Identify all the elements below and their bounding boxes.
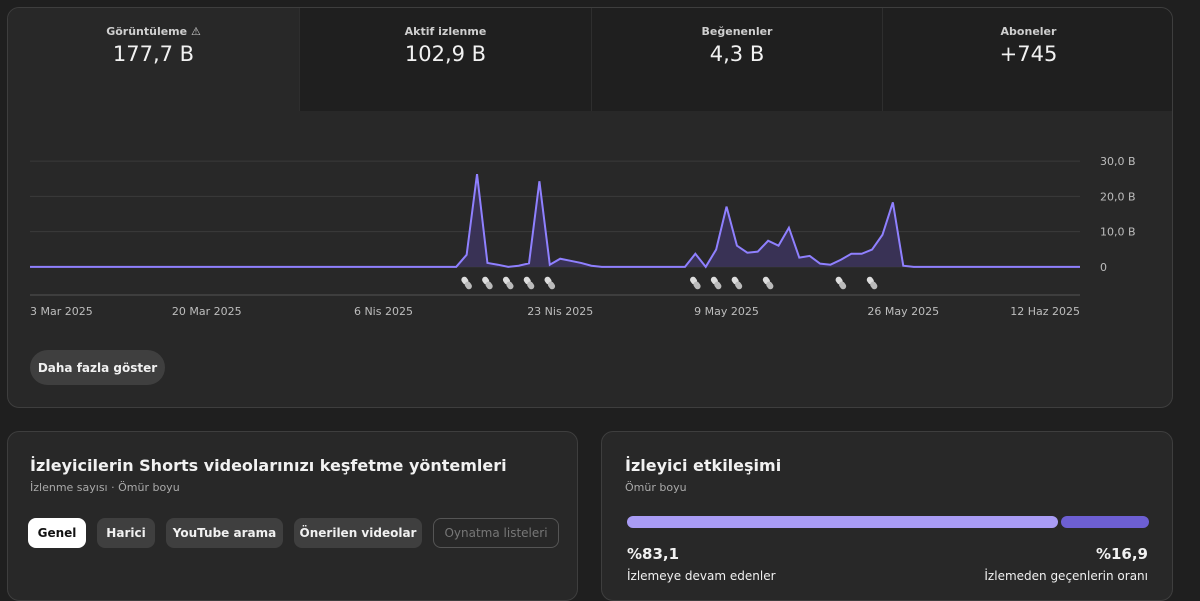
filter-chip[interactable]: YouTube arama [166, 518, 283, 548]
shorts-icon [693, 281, 701, 290]
engagement-segment [627, 516, 1059, 528]
y-tick-label: 0 [1100, 261, 1107, 274]
shorts-icon [735, 281, 743, 290]
upload-marker [482, 276, 493, 290]
engagement-segment [1061, 516, 1149, 528]
overview-card: Görüntüleme ⚠ 177,7 B Aktif izlenme 102,9 … [7, 7, 1173, 408]
x-tick-label: 6 Nis 2025 [354, 305, 413, 318]
upload-marker [690, 276, 701, 290]
shorts-icon [506, 281, 514, 290]
shorts-icon [464, 281, 472, 290]
value-label: %16,9 [1095, 545, 1148, 563]
x-tick-label: 23 Nis 2025 [527, 305, 593, 318]
x-tick-label: 12 Haz 2025 [1010, 305, 1080, 318]
x-tick-label: 3 Mar 2025 [30, 305, 93, 318]
engagement-card: İzleyici etkileşimi Ömür boyu %83,1 İzle… [601, 431, 1173, 601]
metric-label: Aboneler [1000, 25, 1057, 38]
shorts-icon [714, 281, 722, 290]
shorts-icon [766, 281, 774, 290]
bar-label: İzlemeye devam edenler [627, 569, 776, 583]
shorts-icon [527, 281, 535, 290]
x-tick-label: 20 Mar 2025 [172, 305, 242, 318]
shorts-icon [839, 281, 847, 290]
metric-tab[interactable]: Aboneler +745 [882, 8, 1172, 111]
filter-chip[interactable]: Harici [97, 518, 155, 548]
discovery-card: İzleyicilerin Shorts videolarınızı keşfe… [7, 431, 578, 601]
metric-label: Görüntüleme ⚠ [106, 25, 201, 38]
bar-label: İzlemeden geçenlerin oranı [984, 569, 1148, 583]
chart: 0 10,0 B 20,0 B 30,0 B 3 Mar 2025 20 Mar 2025… [30, 155, 1136, 318]
value-label: %83,1 [627, 545, 680, 563]
page: Görüntüleme ⚠ 177,7 B Aktif izlenme 102,9 … [7, 7, 1173, 601]
area [30, 174, 1080, 267]
x-tick-label: 26 May 2025 [867, 305, 939, 318]
filter-chip[interactable]: Genel [28, 518, 86, 548]
y-tick-label: 30,0 B [1100, 155, 1136, 168]
shorts-icon [485, 281, 493, 290]
upload-marker [461, 276, 472, 290]
filter-chip[interactable]: Önerilen videolar [294, 518, 422, 548]
upload-marker [731, 276, 743, 290]
upload-marker [502, 276, 514, 290]
x-tick-label: 9 May 2025 [694, 305, 759, 318]
upload-marker [835, 276, 847, 290]
filter-chip[interactable]: Oynatma listeleri [433, 518, 559, 548]
metric-value: +745 [999, 42, 1058, 66]
metric-tab[interactable]: Görüntüleme ⚠ 177,7 B [8, 8, 299, 111]
y-tick-label: 10,0 B [1100, 226, 1136, 239]
upload-marker [710, 276, 722, 290]
metric-label-text: Görüntüleme [106, 25, 188, 38]
more-button[interactable]: Daha fazla göster [30, 350, 165, 385]
shorts-icon [547, 281, 556, 290]
card-title: İzleyici etkileşimi [625, 456, 782, 475]
shorts-icon [870, 281, 878, 290]
upload-marker [866, 276, 878, 290]
metric-label: Beğenenler [701, 25, 773, 38]
metric-tab[interactable]: Aktif izlenme 102,9 B [299, 8, 591, 111]
engagement-bar [627, 516, 1149, 528]
line [30, 174, 1080, 269]
upload-marker [544, 276, 556, 290]
card-subtitle: İzlenme sayısı · Ömür boyu [30, 481, 180, 494]
metric-value: 4,3 B [709, 42, 765, 66]
card-title: İzleyicilerin Shorts videolarınızı keşfe… [30, 456, 507, 475]
card-subtitle: Ömür boyu [625, 481, 687, 494]
metric-tab[interactable]: Beğenenler 4,3 B [591, 8, 882, 111]
y-tick-label: 20,0 B [1100, 190, 1136, 203]
upload-marker [762, 276, 774, 290]
metric-label: Aktif izlenme [404, 25, 487, 38]
metric-value: 177,7 B [112, 42, 195, 66]
metric-value: 102,9 B [404, 42, 487, 66]
upload-marker [523, 276, 535, 290]
